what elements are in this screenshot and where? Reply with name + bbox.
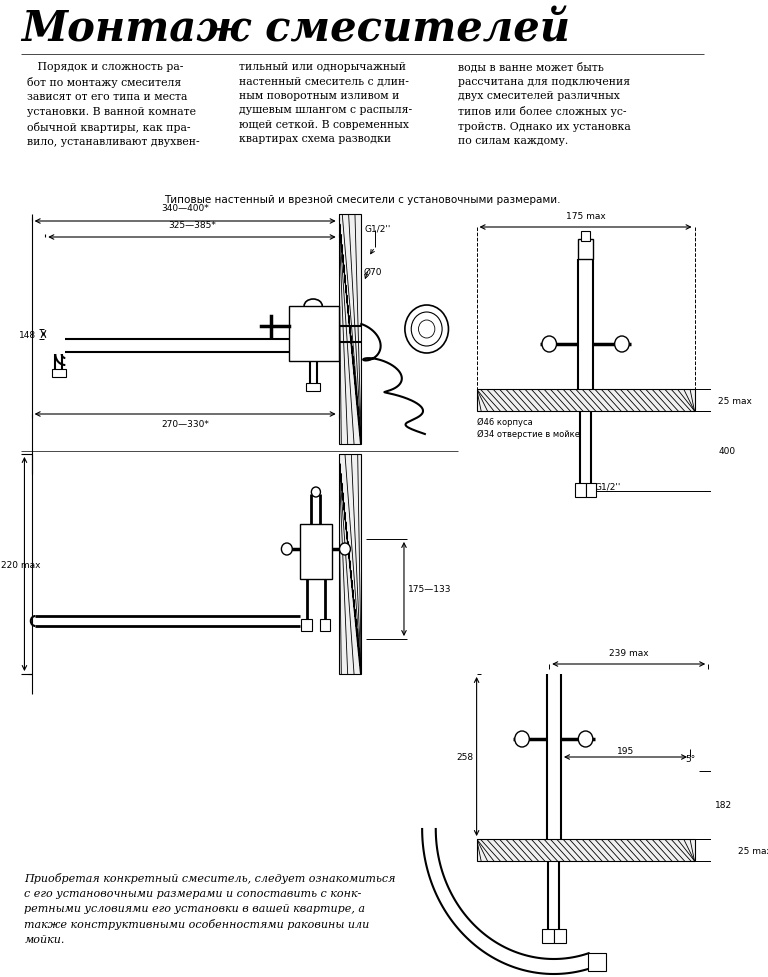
- Bar: [300, 525, 333, 579]
- Circle shape: [405, 306, 449, 354]
- Circle shape: [311, 488, 320, 497]
- Text: 220 max: 220 max: [1, 560, 41, 569]
- Bar: [581, 232, 590, 241]
- Circle shape: [281, 543, 293, 556]
- Bar: [477, 839, 694, 861]
- Text: 175—133: 175—133: [408, 585, 451, 594]
- Bar: [301, 619, 313, 631]
- Text: 340—400*: 340—400*: [161, 204, 209, 213]
- Text: G1/2'': G1/2'': [364, 225, 390, 234]
- Bar: [339, 454, 361, 674]
- Bar: [477, 839, 694, 861]
- Circle shape: [419, 320, 435, 339]
- Bar: [554, 929, 565, 943]
- Bar: [588, 953, 606, 970]
- Circle shape: [411, 313, 442, 347]
- Text: 25 max: 25 max: [738, 846, 768, 855]
- Bar: [339, 215, 361, 445]
- Text: G1/2'': G1/2'': [594, 482, 621, 490]
- Circle shape: [542, 337, 557, 353]
- Bar: [578, 239, 593, 260]
- Circle shape: [614, 337, 629, 353]
- Circle shape: [339, 543, 350, 556]
- Bar: [289, 307, 339, 361]
- Text: 148: 148: [19, 330, 36, 339]
- Bar: [477, 390, 694, 411]
- Text: 270—330*: 270—330*: [161, 419, 209, 429]
- Text: Приобретая конкретный смеситель, следует ознакомиться
с его установочными размер: Приобретая конкретный смеситель, следует…: [25, 872, 396, 944]
- Bar: [51, 369, 66, 378]
- Bar: [585, 484, 597, 497]
- Circle shape: [515, 731, 529, 747]
- Bar: [339, 215, 361, 445]
- Text: тильный или однорычажный
настенный смеситель с длин-
ным поворотным изливом и
ду: тильный или однорычажный настенный смеси…: [239, 62, 412, 144]
- Text: 5°: 5°: [686, 754, 696, 763]
- Text: 175 max: 175 max: [566, 212, 605, 221]
- Text: 400: 400: [718, 447, 735, 456]
- Text: 325—385*: 325—385*: [168, 221, 216, 230]
- Bar: [574, 484, 585, 497]
- Text: Монтаж смесителей: Монтаж смесителей: [21, 8, 570, 50]
- Bar: [319, 619, 330, 631]
- Bar: [339, 454, 361, 674]
- Text: Типовые настенный и врезной смесители с установочными размерами.: Типовые настенный и врезной смесители с …: [164, 194, 561, 205]
- Text: 195: 195: [617, 746, 634, 755]
- Text: Ø46 корпуса: Ø46 корпуса: [477, 417, 532, 427]
- Circle shape: [578, 731, 593, 747]
- Bar: [542, 929, 554, 943]
- Bar: [477, 390, 694, 411]
- Text: воды в ванне может быть
рассчитана для подключения
двух смесителей различных
тип: воды в ванне может быть рассчитана для п…: [458, 62, 631, 146]
- Bar: [306, 384, 320, 392]
- Text: Ø34 отверстие в мойке: Ø34 отверстие в мойке: [477, 430, 580, 439]
- Text: Порядок и сложность ра-
бот по монтажу смесителя
зависят от его типа и места
уст: Порядок и сложность ра- бот по монтажу с…: [27, 62, 200, 147]
- Text: 182: 182: [716, 801, 733, 810]
- Text: Ø70: Ø70: [364, 268, 382, 276]
- Text: 25 max: 25 max: [718, 396, 752, 405]
- Text: 239 max: 239 max: [609, 649, 648, 658]
- Text: 258: 258: [457, 752, 474, 761]
